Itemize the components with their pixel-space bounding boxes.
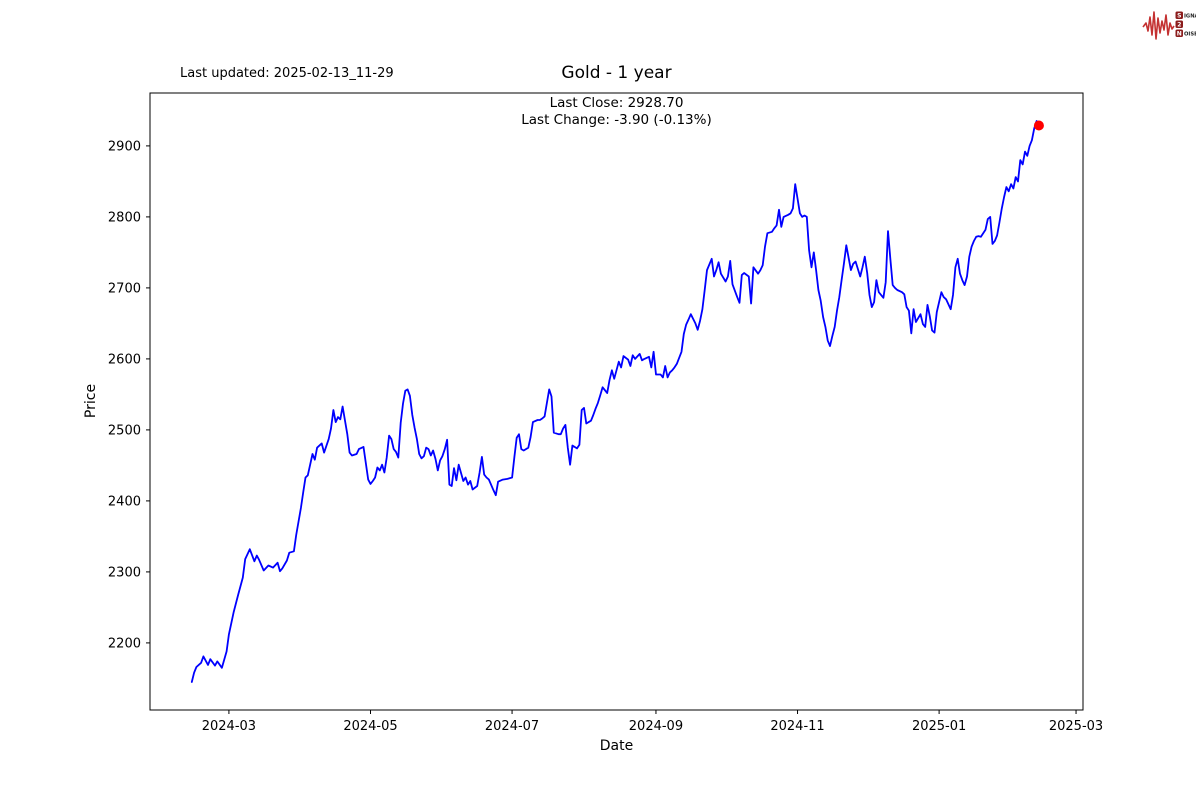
- logo-word-ignal: IGNAL: [1184, 13, 1196, 19]
- logo-badge-2-letter: 2: [1177, 22, 1181, 29]
- logo-badge-s: [1175, 11, 1183, 19]
- chart-title: Gold - 1 year: [561, 63, 672, 83]
- x-tick-label: 2024-11: [770, 719, 824, 734]
- signal2noise-logo: S IGNAL 2 N OISE: [1142, 11, 1196, 40]
- last-close-marker: [1033, 120, 1044, 131]
- y-tick-label: 2600: [108, 352, 141, 367]
- x-axis-label: Date: [599, 738, 634, 754]
- last-change-annotation: Last Change: -3.90 (-0.13%): [521, 112, 712, 128]
- x-tick-label: 2024-09: [629, 719, 683, 734]
- x-tick-label: 2024-07: [485, 719, 539, 734]
- y-tick-label: 2300: [108, 565, 141, 580]
- y-tick-label: 2500: [108, 423, 141, 438]
- gold-price-line: [190, 120, 1040, 683]
- y-tick-label: 2700: [108, 281, 141, 296]
- logo-badge-2: [1175, 20, 1183, 28]
- y-tick-label: 2900: [108, 139, 141, 154]
- x-tick-label: 2024-05: [343, 719, 397, 734]
- y-tick-label: 2800: [108, 210, 141, 225]
- waveform-icon: [1142, 11, 1175, 40]
- logo-badge-n: [1175, 29, 1183, 37]
- logo-badge-n-letter: N: [1177, 31, 1182, 38]
- last-close-annotation: Last Close: 2928.70: [549, 95, 684, 111]
- x-tick-label: 2025-03: [1049, 719, 1103, 734]
- logo-word-oise: OISE: [1184, 31, 1196, 37]
- x-tick-label: 2025-01: [912, 719, 966, 734]
- y-tick-label: 2400: [108, 494, 141, 509]
- logo-wordmark: S IGNAL 2 N OISE: [1175, 11, 1196, 38]
- axes-frame: [149, 92, 1084, 711]
- logo-badge-s-letter: S: [1177, 13, 1181, 20]
- x-tick-label: 2024-03: [202, 719, 256, 734]
- last-updated-text: Last updated: 2025-02-13_11-29: [180, 66, 394, 81]
- y-tick-label: 2200: [108, 636, 141, 651]
